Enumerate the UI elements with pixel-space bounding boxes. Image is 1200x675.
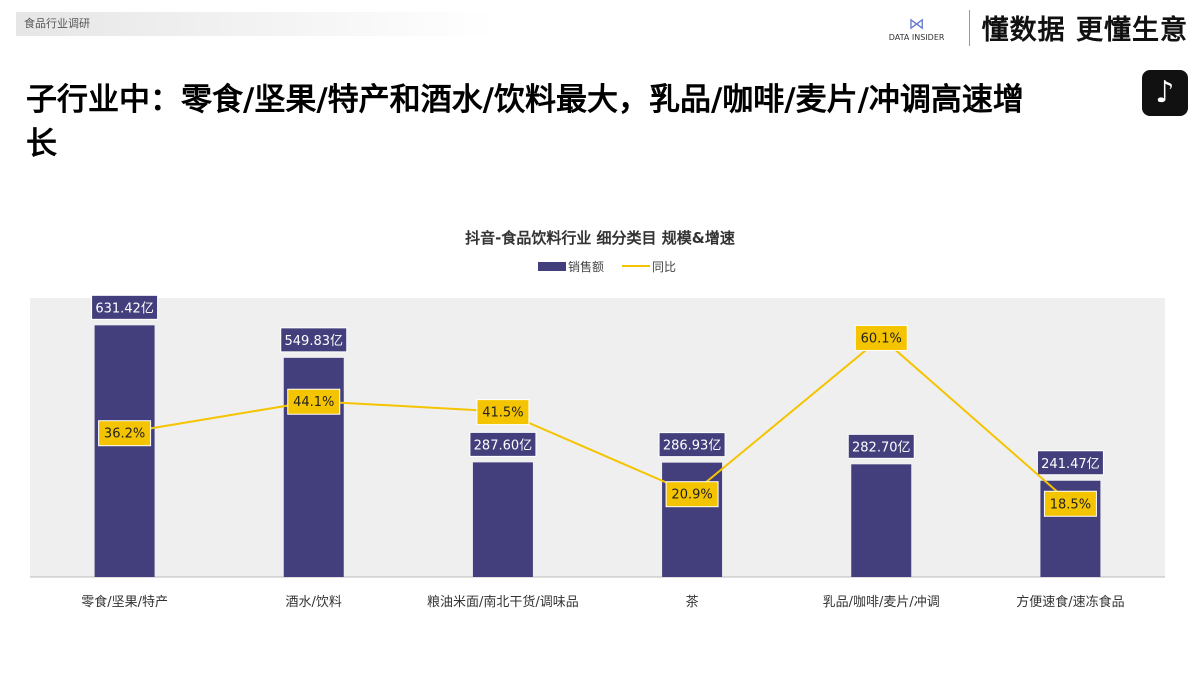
legend-bar-swatch	[538, 262, 566, 271]
data-insider-logo: ⋈ DATA INSIDER	[888, 13, 945, 42]
legend-line-label: 同比	[652, 260, 676, 274]
bar-label-bg	[469, 431, 537, 457]
bar-label-bg	[91, 294, 159, 320]
line-label-bg	[1043, 490, 1097, 517]
bar-label-bg	[280, 327, 348, 353]
bar-label: 549.83亿	[285, 334, 344, 349]
page-title: 子行业中：零食/坚果/特产和酒水/饮料最大，乳品/咖啡/麦片/冲调高速增长	[26, 82, 1024, 162]
bar-label: 287.60亿	[474, 438, 533, 453]
bar	[472, 462, 533, 577]
bar	[851, 464, 912, 577]
chart-title: 抖音-食品饮料行业 细分类目 规模&增速	[465, 229, 735, 247]
line-label-bg	[287, 388, 341, 415]
section-label: 食品行业调研	[16, 12, 494, 36]
growth-line	[124, 336, 1072, 505]
line-label: 18.5%	[1050, 497, 1091, 512]
bar	[662, 462, 723, 577]
line-label-bg	[98, 420, 152, 447]
x-tick-label: 零食/坚果/特产	[81, 594, 168, 610]
bar-label: 282.70亿	[852, 440, 911, 455]
line-label: 41.5%	[482, 406, 523, 421]
x-tick-label: 酒水/饮料	[286, 595, 342, 610]
legend-bar-label: 销售额	[568, 259, 604, 274]
line-label-bg	[476, 399, 530, 426]
x-tick-label: 茶	[686, 594, 699, 610]
line-label-bg	[665, 481, 719, 508]
tiktok-icon: ♪	[1142, 70, 1188, 116]
divider	[968, 9, 970, 46]
line-label: 20.9%	[671, 488, 712, 503]
line-label: 44.1%	[293, 395, 334, 410]
bar-label: 241.47亿	[1041, 457, 1100, 472]
bar-label-bg	[847, 433, 915, 459]
x-tick-label: 方便速食/速冻食品	[1016, 594, 1124, 610]
bar	[94, 325, 155, 577]
x-tick-label: 粮油米面/南北干货/调味品	[427, 594, 579, 610]
bar-label-bg	[1036, 450, 1104, 476]
line-label: 60.1%	[861, 331, 902, 346]
bar-label-bg	[658, 432, 726, 458]
bar-label: 631.42亿	[95, 301, 154, 316]
plot-area	[30, 298, 1165, 577]
bar-label: 286.93亿	[663, 439, 722, 454]
line-label-bg	[854, 324, 908, 351]
x-tick-label: 乳品/咖啡/麦片/冲调	[823, 595, 940, 610]
line-label: 36.2%	[104, 427, 145, 442]
brand: ⋈ DATA INSIDER 懂数据 更懂生意	[877, 8, 1188, 47]
slogan: 懂数据 更懂生意	[981, 15, 1188, 46]
